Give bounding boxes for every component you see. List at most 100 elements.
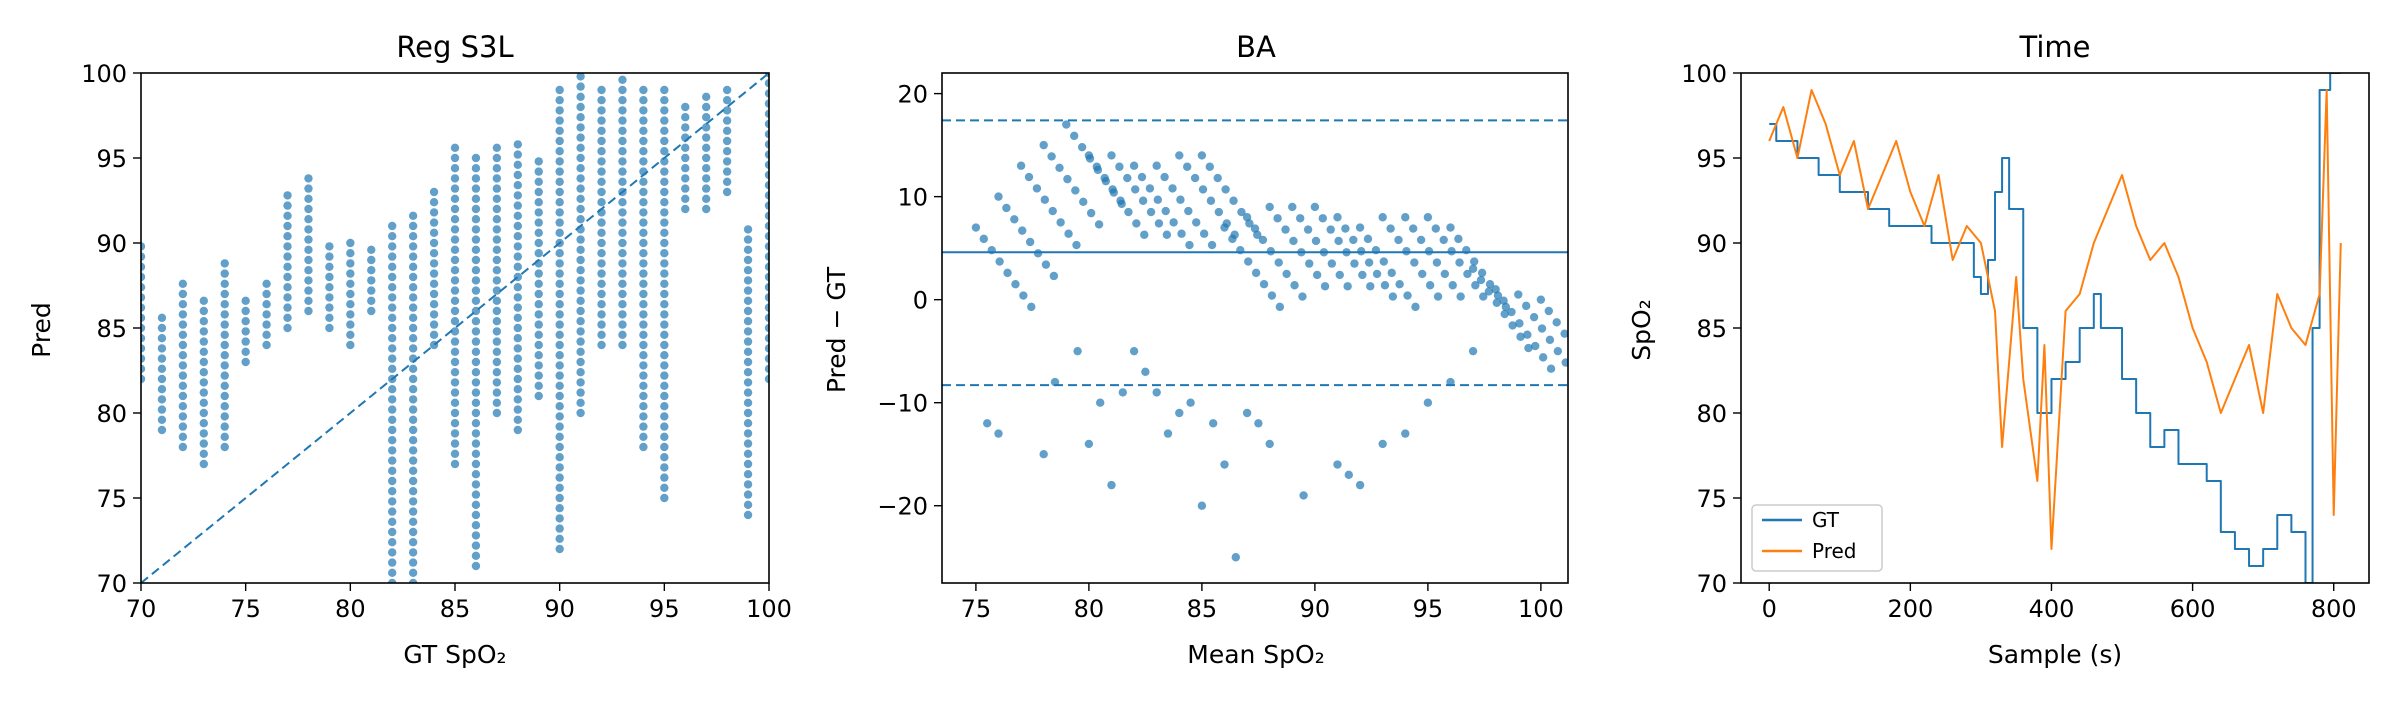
scatter-point [471,521,481,530]
scatter-point [408,221,418,231]
scatter-point [639,340,648,350]
scatter-point [597,167,606,176]
scatter-point [555,534,564,543]
panel-title: Time [2019,30,2091,64]
scatter-point [492,408,502,418]
scatter-point [429,218,439,227]
scatter-point [534,391,543,401]
scatter-point [660,310,669,319]
legend-frame [1751,504,1883,572]
scatter-point [1290,281,1299,290]
scatter-point [388,487,397,496]
scatter-point [1040,195,1050,204]
scatter-point [639,157,648,166]
scatter-point [1250,224,1260,233]
scatter-point [471,153,481,163]
scatter-point [492,378,502,387]
y-tick-label: 90 [96,230,127,258]
scatter-point [199,459,208,469]
scatter-point [1072,240,1081,250]
scatter-point [1344,470,1353,480]
scatter-point [1184,206,1193,216]
scatter-point [450,368,460,377]
plot-area: 70 75 80 85 90 95 100 70 75 80 85 90 95 100 [81,60,792,623]
scatter-point [141,354,146,363]
scatter-point [1047,152,1056,161]
y-tick-label: 90 [1696,230,1727,258]
scatter-point [576,286,585,295]
scatter-point [597,106,606,115]
scatter-point [429,320,439,329]
scatter-point [639,208,648,217]
scatter-point [513,395,522,404]
scatter-point [1183,162,1192,171]
scatter-point [325,252,334,261]
scatter-point [597,228,606,237]
scatter-point [1244,257,1253,266]
scatter-point [618,238,627,248]
scatter-point [618,269,627,278]
scatter-point [199,317,208,326]
scatter-point [618,279,627,288]
scatter-point [199,378,208,387]
scatter-point [1568,341,1576,349]
scatter-point [555,524,564,533]
scatter-point [141,303,146,312]
scatter-point [1206,196,1216,205]
scatter-point [764,354,769,363]
scatter-point [1500,309,1509,319]
scatter-point [304,255,313,265]
scatter-point [157,313,167,322]
y-tick-label: 80 [1696,400,1727,428]
scatter-point [492,357,502,367]
scatter-point [660,320,669,329]
scatter-point [471,419,481,428]
scatter-point [178,402,188,411]
scatter-point [639,402,648,411]
scatter-point [1265,202,1274,212]
scatter-point [1185,240,1194,250]
scatter-point [1471,281,1480,290]
scatter-point [1455,258,1464,267]
y-axis-label: Pred [27,302,56,358]
scatter-point [157,364,167,373]
scatter-point [660,473,669,482]
scatter-point [743,317,753,326]
scatter-point [141,313,146,322]
scatter-point [639,381,648,390]
scatter-point [660,402,669,411]
scatter-point [597,136,606,146]
scatter-point [1146,207,1156,217]
scatter-point [325,242,334,251]
scatter-point [513,293,522,302]
scatter-point [178,279,188,288]
plot-frame [941,72,1569,584]
scatter-point [513,425,522,435]
legend-label-gt: GT [1812,508,1840,532]
scatter-point [1423,213,1433,222]
scatter-point [513,191,522,200]
scatter-point [178,391,188,401]
scatter-point [450,337,460,346]
scatter-point [660,269,669,278]
scatter-point [555,453,564,462]
scatter-point [639,330,648,339]
scatter-point [639,116,648,125]
scatter-point [141,334,146,343]
scatter-point [408,211,418,220]
scatter-point [743,470,753,479]
scatter-point [471,245,481,254]
scatter-point [743,327,753,336]
scatter-point [157,415,167,424]
scatter-point [199,419,208,428]
scatter-point [346,310,355,319]
scatter-point [346,259,355,268]
scatter-point [367,306,376,316]
scatter-point [471,276,481,285]
scatter-point [555,320,564,329]
scatter-point [513,323,522,333]
scatter-point [157,344,167,353]
scatter-point [1388,292,1398,301]
scatter-point [576,82,585,91]
scatter-point [660,289,669,299]
